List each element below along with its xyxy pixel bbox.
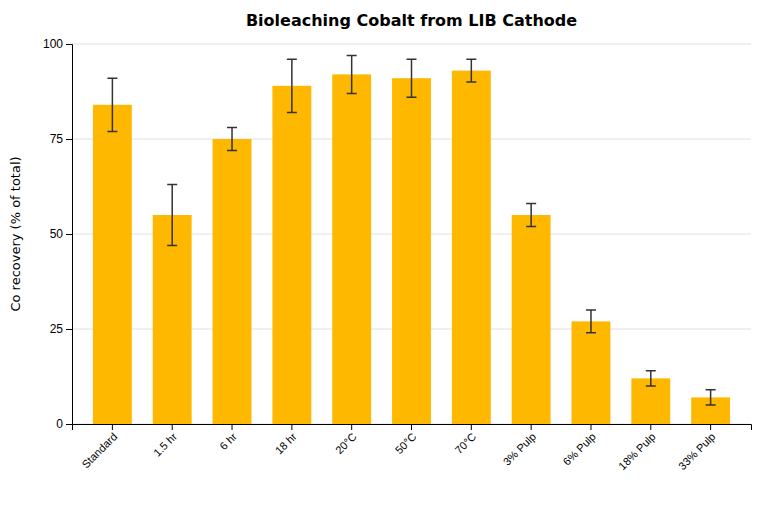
x-tick: 33% Pulp bbox=[676, 424, 718, 472]
x-tick: Standard bbox=[79, 424, 119, 470]
y-tick: 50 bbox=[50, 227, 72, 241]
error-bar bbox=[347, 55, 357, 93]
x-tick-mark bbox=[531, 424, 532, 430]
x-tick-label: 1.5 hr bbox=[151, 430, 180, 459]
x-tick-label: 18% Pulp bbox=[616, 430, 658, 472]
x-tick-mark bbox=[650, 424, 651, 430]
error-bar bbox=[167, 185, 177, 246]
x-tick-label: 6% Pulp bbox=[561, 430, 598, 467]
y-axis-title: Co recovery (% of total) bbox=[8, 156, 23, 311]
chart-container: 0 25 50 75 100 Standard 1.5 hr 6 hr 18 hr 20°C 50°… bbox=[0, 0, 775, 508]
chart-svg: 0 25 50 75 100 Standard 1.5 hr 6 hr 18 hr 20°C 50°… bbox=[0, 0, 775, 508]
x-tick-mark bbox=[590, 424, 591, 430]
x-tick-label: Standard bbox=[79, 430, 119, 470]
error-bar bbox=[227, 128, 237, 151]
x-tick-label: 50°C bbox=[393, 430, 419, 456]
x-tick: 3% Pulp bbox=[501, 424, 538, 468]
y-tick-label: 75 bbox=[50, 132, 64, 146]
x-tick-mark bbox=[232, 424, 233, 430]
error-bar bbox=[586, 310, 596, 333]
y-axis: 0 25 50 75 100 bbox=[43, 37, 73, 431]
x-tick-mark bbox=[351, 424, 352, 430]
x-tick: 18 hr bbox=[273, 424, 299, 457]
y-tick-mark bbox=[66, 424, 72, 425]
x-axis: Standard 1.5 hr 6 hr 18 hr 20°C 50°C 70°C 3% Pu… bbox=[73, 424, 752, 472]
y-tick: 25 bbox=[50, 322, 72, 336]
error-bar bbox=[466, 59, 476, 82]
x-tick-mark bbox=[411, 424, 412, 430]
x-tick: 6 hr bbox=[217, 424, 239, 452]
y-tick: 0 bbox=[56, 417, 72, 431]
y-tick-mark bbox=[66, 329, 72, 330]
marks bbox=[93, 55, 730, 424]
x-tick: 50°C bbox=[393, 424, 419, 456]
y-axis-line bbox=[66, 45, 73, 425]
error-bar bbox=[526, 204, 536, 227]
bar bbox=[392, 78, 431, 424]
bar bbox=[93, 105, 132, 424]
x-axis-line bbox=[73, 425, 752, 431]
x-tick-mark bbox=[471, 424, 472, 430]
x-tick-mark bbox=[710, 424, 711, 430]
y-tick-label: 25 bbox=[50, 322, 64, 336]
plot-area: 0 25 50 75 100 Standard 1.5 hr 6 hr 18 hr 20°C 50°… bbox=[43, 37, 752, 472]
bar bbox=[153, 215, 192, 424]
x-tick-label: 3% Pulp bbox=[501, 430, 538, 467]
error-bar bbox=[706, 390, 716, 405]
x-tick: 70°C bbox=[452, 424, 478, 456]
x-tick-label: 20°C bbox=[333, 430, 359, 456]
bar bbox=[452, 71, 491, 424]
grid-line bbox=[72, 44, 751, 45]
y-tick-label: 100 bbox=[43, 37, 63, 51]
x-tick-label: 6 hr bbox=[217, 430, 239, 452]
bar bbox=[272, 86, 311, 424]
x-tick-mark bbox=[291, 424, 292, 430]
bar bbox=[213, 139, 252, 424]
y-tick: 100 bbox=[43, 37, 72, 51]
x-tick-label: 18 hr bbox=[273, 430, 299, 456]
bar bbox=[512, 215, 551, 424]
error-bar bbox=[107, 78, 117, 131]
x-tick-mark bbox=[112, 424, 113, 430]
error-bar bbox=[407, 59, 417, 97]
x-tick: 18% Pulp bbox=[616, 424, 658, 472]
x-tick-mark bbox=[172, 424, 173, 430]
x-tick: 20°C bbox=[333, 424, 359, 456]
bar bbox=[332, 74, 371, 424]
grid bbox=[72, 44, 751, 424]
y-tick-mark bbox=[66, 234, 72, 235]
y-tick: 75 bbox=[50, 132, 72, 146]
x-tick-label: 33% Pulp bbox=[676, 430, 718, 472]
error-bar bbox=[646, 371, 656, 386]
error-bar bbox=[287, 59, 297, 112]
x-tick: 1.5 hr bbox=[151, 424, 180, 459]
x-tick-label: 70°C bbox=[452, 430, 478, 456]
bar bbox=[572, 321, 611, 424]
y-tick-mark bbox=[66, 139, 72, 140]
x-tick: 6% Pulp bbox=[561, 424, 598, 468]
chart-title: Bioleaching Cobalt from LIB Cathode bbox=[246, 11, 577, 30]
y-tick-label: 0 bbox=[56, 417, 63, 431]
y-tick-mark bbox=[66, 44, 72, 45]
y-tick-label: 50 bbox=[50, 227, 64, 241]
